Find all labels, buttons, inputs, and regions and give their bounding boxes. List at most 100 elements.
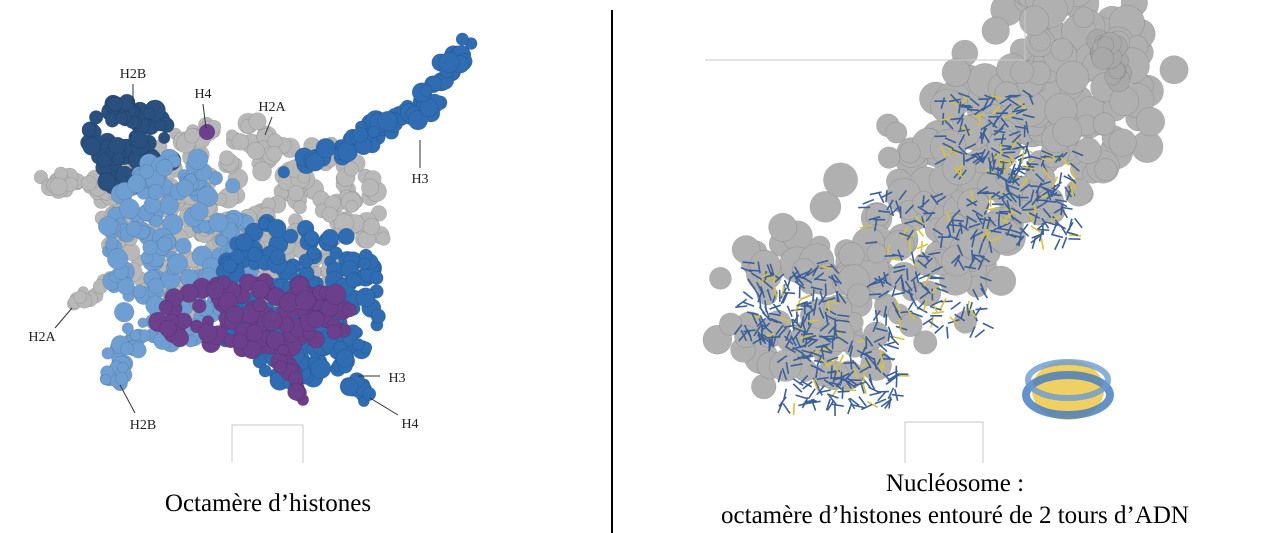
histone-label: H2B <box>120 67 146 82</box>
atom <box>942 152 975 185</box>
atom <box>942 58 970 86</box>
dna-strand <box>994 139 1006 140</box>
left-caption: Octamère d’histones <box>165 490 371 517</box>
atom <box>288 383 305 400</box>
dna-strand <box>794 403 795 415</box>
atom <box>420 85 432 97</box>
dna-strand <box>809 389 816 399</box>
histone-label: H4 <box>194 87 211 102</box>
dna-strand <box>951 302 961 309</box>
dna-strand <box>1018 169 1030 170</box>
atom <box>1092 47 1114 69</box>
atom <box>233 334 248 349</box>
dna-strand <box>990 162 991 174</box>
atom <box>148 184 163 199</box>
atom <box>363 218 380 235</box>
atom <box>848 284 871 307</box>
dna-strand <box>844 390 856 391</box>
atom <box>236 233 253 250</box>
atom <box>278 166 290 178</box>
atom <box>368 126 379 137</box>
dna-strand <box>801 334 813 335</box>
dna-strand <box>875 399 886 404</box>
atom <box>209 213 228 232</box>
atom <box>359 258 371 270</box>
atom <box>995 82 1020 107</box>
histone-label: H2B <box>130 418 156 433</box>
atom <box>1075 137 1101 163</box>
atom <box>1095 158 1117 180</box>
atom <box>1010 60 1033 83</box>
atom <box>338 228 354 244</box>
dna-strand <box>1003 152 1015 153</box>
right-caption: octamère d’histones entouré de 2 tours d… <box>721 502 1189 529</box>
atom <box>159 300 173 314</box>
atom <box>247 142 264 159</box>
dna-strand <box>848 403 852 414</box>
atom <box>188 149 209 170</box>
atom <box>102 347 114 359</box>
leader-line <box>120 385 135 413</box>
dna-strand <box>844 363 856 364</box>
dna-strand <box>1019 195 1020 207</box>
atom <box>223 259 237 273</box>
atom <box>126 221 141 236</box>
dna-strand <box>743 292 752 299</box>
atom <box>131 131 148 148</box>
dna-strand <box>1026 164 1038 165</box>
atom <box>143 240 158 255</box>
dna-strand <box>869 294 881 295</box>
atom <box>226 306 243 323</box>
atom <box>119 199 139 219</box>
atom <box>50 178 67 195</box>
atom <box>109 137 126 154</box>
atom <box>293 201 306 214</box>
atom <box>709 267 731 289</box>
atom <box>307 311 324 328</box>
atom <box>143 108 155 120</box>
atom <box>98 154 112 168</box>
dna-strand <box>798 357 810 358</box>
page: {"left": {"labels": ["H2B", "H4", "H2A",… <box>0 0 1267 533</box>
atom <box>185 128 200 143</box>
atom <box>232 133 249 150</box>
atom <box>982 17 1010 45</box>
dna-strand <box>1055 239 1060 250</box>
atom <box>1136 107 1165 136</box>
atom <box>160 320 177 337</box>
atom <box>114 302 134 322</box>
atom <box>156 159 173 176</box>
atom <box>340 378 358 396</box>
dna-strand <box>793 384 802 392</box>
atom <box>107 249 128 270</box>
atom <box>130 330 141 341</box>
atom <box>322 207 337 222</box>
dna-strand <box>1051 234 1063 237</box>
dna-strand <box>929 321 939 328</box>
atom <box>138 318 148 328</box>
dna-strand <box>881 349 882 361</box>
dna-strand <box>1075 218 1082 228</box>
dna-strand <box>1034 204 1035 216</box>
atom <box>148 278 163 293</box>
atom <box>304 231 319 246</box>
atom <box>252 162 271 181</box>
dna-strand <box>953 221 954 233</box>
atom <box>206 281 224 299</box>
dna-strand <box>832 404 844 406</box>
dna-strand <box>1041 238 1043 250</box>
atom <box>346 273 361 288</box>
atom <box>225 178 240 193</box>
dna-strand <box>1022 151 1024 163</box>
atom <box>115 372 128 385</box>
histone-label: H2A <box>258 100 286 115</box>
atom <box>330 247 343 260</box>
atom <box>325 284 346 305</box>
atom <box>116 112 128 124</box>
atom <box>878 147 900 169</box>
atom <box>101 374 111 384</box>
atom <box>157 237 172 252</box>
atom <box>361 179 378 196</box>
atom <box>1073 7 1094 28</box>
dna-strand <box>918 256 930 257</box>
